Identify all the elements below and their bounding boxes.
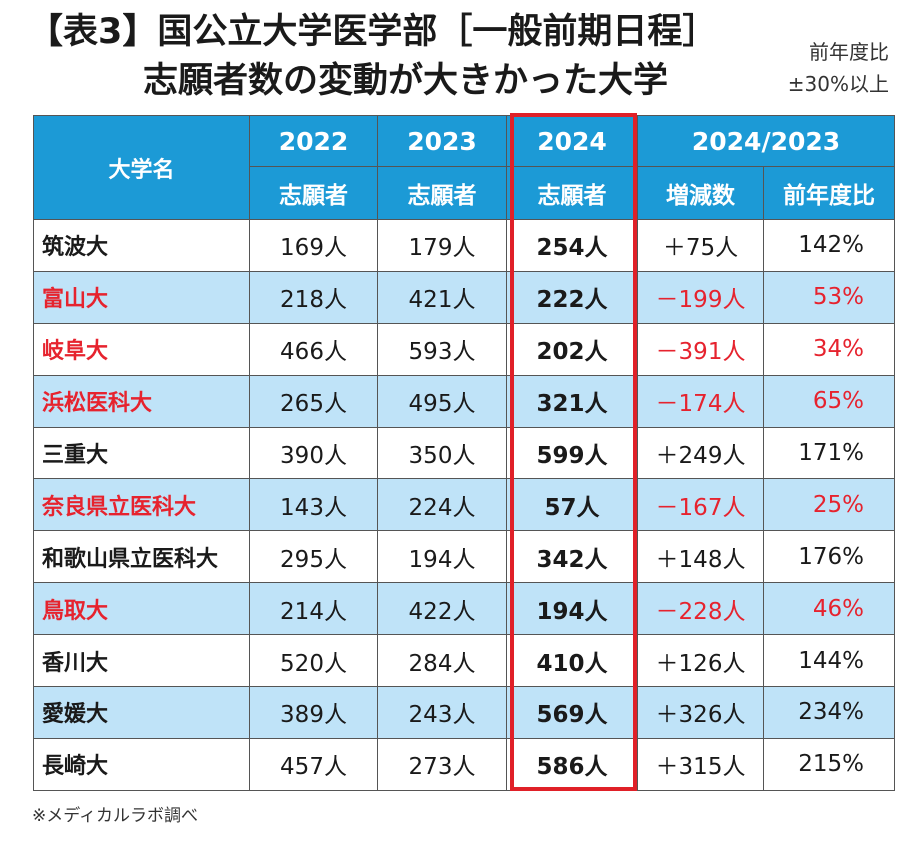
header-ratio: 前年度比 xyxy=(762,166,896,220)
applicants-2022-cell: 143人 xyxy=(249,478,378,532)
applicants-2023-cell: 284人 xyxy=(377,634,507,688)
applicants-2024-cell: 599人 xyxy=(506,426,638,480)
change-cell: －167人 xyxy=(637,478,764,532)
change-cell: －391人 xyxy=(637,322,764,376)
ratio-cell: 46% xyxy=(762,582,896,636)
university-name-cell: 三重大 xyxy=(33,426,250,480)
applicants-2022-cell: 390人 xyxy=(249,426,378,480)
university-name-cell: 愛媛大 xyxy=(33,686,250,739)
applicants-2024-cell: 254人 xyxy=(506,219,638,272)
applicants-2022-cell: 169人 xyxy=(249,219,378,272)
table-row: 富山大 218人 421人 222人 －199人 53% xyxy=(33,270,896,324)
applicants-2024-cell: 57人 xyxy=(506,478,638,532)
table-title: 【表3】国公立大学医学部［一般前期日程］ 志願者数の変動が大きかった大学 xyxy=(28,8,748,106)
applicants-2022-cell: 218人 xyxy=(249,270,378,324)
applicants-2022-cell: 214人 xyxy=(249,582,378,636)
threshold-note-line-1: 前年度比 xyxy=(809,40,889,64)
applicants-2022-cell: 265人 xyxy=(249,374,378,428)
applicants-2023-cell: 194人 xyxy=(377,530,507,584)
applicants-2023-cell: 179人 xyxy=(377,219,507,272)
change-cell: ＋75人 xyxy=(637,219,764,272)
ratio-cell: 176% xyxy=(762,530,896,584)
footnote: ※メディカルラボ調べ xyxy=(32,806,199,826)
table-row: 奈良県立医科大 143人 224人 57人 －167人 25% xyxy=(33,478,896,532)
header-2022: 2022 xyxy=(249,115,378,167)
applicants-2023-cell: 495人 xyxy=(377,374,507,428)
ratio-cell: 234% xyxy=(762,686,896,739)
university-name-cell: 和歌山県立医科大 xyxy=(33,530,250,584)
threshold-note-line-2: ±30%以上 xyxy=(787,72,889,96)
ratio-cell: 25% xyxy=(762,478,896,532)
applicants-2024-cell: 586人 xyxy=(506,737,638,791)
university-name-cell: 浜松医科大 xyxy=(33,374,250,428)
applicants-2024-cell: 569人 xyxy=(506,686,638,739)
table-row: 岐阜大 466人 593人 202人 －391人 34% xyxy=(33,322,896,376)
applicants-2023-cell: 224人 xyxy=(377,478,507,532)
table-row: 筑波大 169人 179人 254人 ＋75人 142% xyxy=(33,219,896,272)
change-cell: －228人 xyxy=(637,582,764,636)
applicants-2022-cell: 466人 xyxy=(249,322,378,376)
table-row: 和歌山県立医科大 295人 194人 342人 ＋148人 176% xyxy=(33,530,896,584)
table-row: 浜松医科大 265人 495人 321人 －174人 65% xyxy=(33,374,896,428)
applicants-2023-cell: 243人 xyxy=(377,686,507,739)
header-change: 増減数 xyxy=(637,166,764,220)
applicants-2024-cell: 194人 xyxy=(506,582,638,636)
university-name-cell: 筑波大 xyxy=(33,219,250,272)
applicants-2022-cell: 295人 xyxy=(249,530,378,584)
table-row: 香川大 520人 284人 410人 ＋126人 144% xyxy=(33,634,896,688)
ratio-cell: 144% xyxy=(762,634,896,688)
ratio-cell: 142% xyxy=(762,219,896,272)
university-name-cell: 香川大 xyxy=(33,634,250,688)
header-applicants-2023: 志願者 xyxy=(377,166,507,220)
header-2023: 2023 xyxy=(377,115,507,167)
applicants-2024-cell: 222人 xyxy=(506,270,638,324)
university-name-cell: 岐阜大 xyxy=(33,322,250,376)
table-row: 三重大 390人 350人 599人 ＋249人 171% xyxy=(33,426,896,480)
title-line-1: 【表3】国公立大学医学部［一般前期日程］ xyxy=(28,12,718,52)
applicants-2024-cell: 202人 xyxy=(506,322,638,376)
applicants-2024-cell: 321人 xyxy=(506,374,638,428)
university-name-cell: 鳥取大 xyxy=(33,582,250,636)
table-row: 愛媛大 389人 243人 569人 ＋326人 234% xyxy=(33,686,896,739)
university-name-cell: 富山大 xyxy=(33,270,250,324)
header-2024-2023: 2024/2023 xyxy=(636,115,896,167)
applicants-2023-cell: 273人 xyxy=(377,737,507,791)
university-name-cell: 奈良県立医科大 xyxy=(33,478,250,532)
change-cell: ＋249人 xyxy=(637,426,764,480)
title-line-2: 志願者数の変動が大きかった大学 xyxy=(143,61,669,101)
applicants-2023-cell: 422人 xyxy=(377,582,507,636)
change-cell: －199人 xyxy=(637,270,764,324)
ratio-cell: 65% xyxy=(762,374,896,428)
header-university: 大学名 xyxy=(33,115,250,220)
ratio-cell: 34% xyxy=(762,322,896,376)
ratio-cell: 53% xyxy=(762,270,896,324)
change-cell: ＋326人 xyxy=(637,686,764,739)
ratio-cell: 215% xyxy=(762,737,896,791)
change-cell: －174人 xyxy=(637,374,764,428)
applicants-2022-cell: 457人 xyxy=(249,737,378,791)
applicants-2022-cell: 520人 xyxy=(249,634,378,688)
change-cell: ＋126人 xyxy=(637,634,764,688)
applicants-2023-cell: 350人 xyxy=(377,426,507,480)
header-applicants-2022: 志願者 xyxy=(249,166,378,220)
applicants-2024-cell: 342人 xyxy=(506,530,638,584)
applicants-2023-cell: 421人 xyxy=(377,270,507,324)
applicants-2024-cell: 410人 xyxy=(506,634,638,688)
applicants-2023-cell: 593人 xyxy=(377,322,507,376)
table-row: 鳥取大 214人 422人 194人 －228人 46% xyxy=(33,582,896,636)
change-cell: ＋148人 xyxy=(637,530,764,584)
ratio-cell: 171% xyxy=(762,426,896,480)
applicants-2022-cell: 389人 xyxy=(249,686,378,739)
applicants-table: 大学名 2022 2023 2024 2024/2023 志願者 志願者 志願者… xyxy=(33,115,896,791)
table-row: 長崎大 457人 273人 586人 ＋315人 215% xyxy=(33,737,896,791)
threshold-note: 前年度比 ±30%以上 xyxy=(788,36,889,100)
university-name-cell: 長崎大 xyxy=(33,737,250,791)
header-applicants-2024: 志願者 xyxy=(506,166,638,220)
change-cell: ＋315人 xyxy=(637,737,764,791)
header-2024: 2024 xyxy=(506,115,638,167)
